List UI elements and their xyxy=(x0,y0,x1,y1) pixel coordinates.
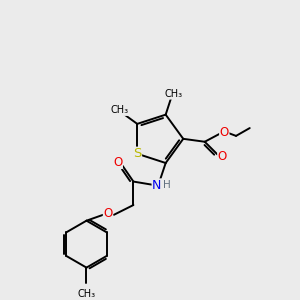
Text: CH₃: CH₃ xyxy=(165,89,183,99)
Text: O: O xyxy=(103,207,112,220)
Text: CH₃: CH₃ xyxy=(77,289,96,299)
Text: N: N xyxy=(152,179,162,192)
Text: H: H xyxy=(163,179,170,190)
Text: O: O xyxy=(113,155,122,169)
Text: O: O xyxy=(218,150,227,163)
Text: CH₃: CH₃ xyxy=(110,105,128,116)
Text: S: S xyxy=(133,147,141,160)
Text: O: O xyxy=(220,127,229,140)
